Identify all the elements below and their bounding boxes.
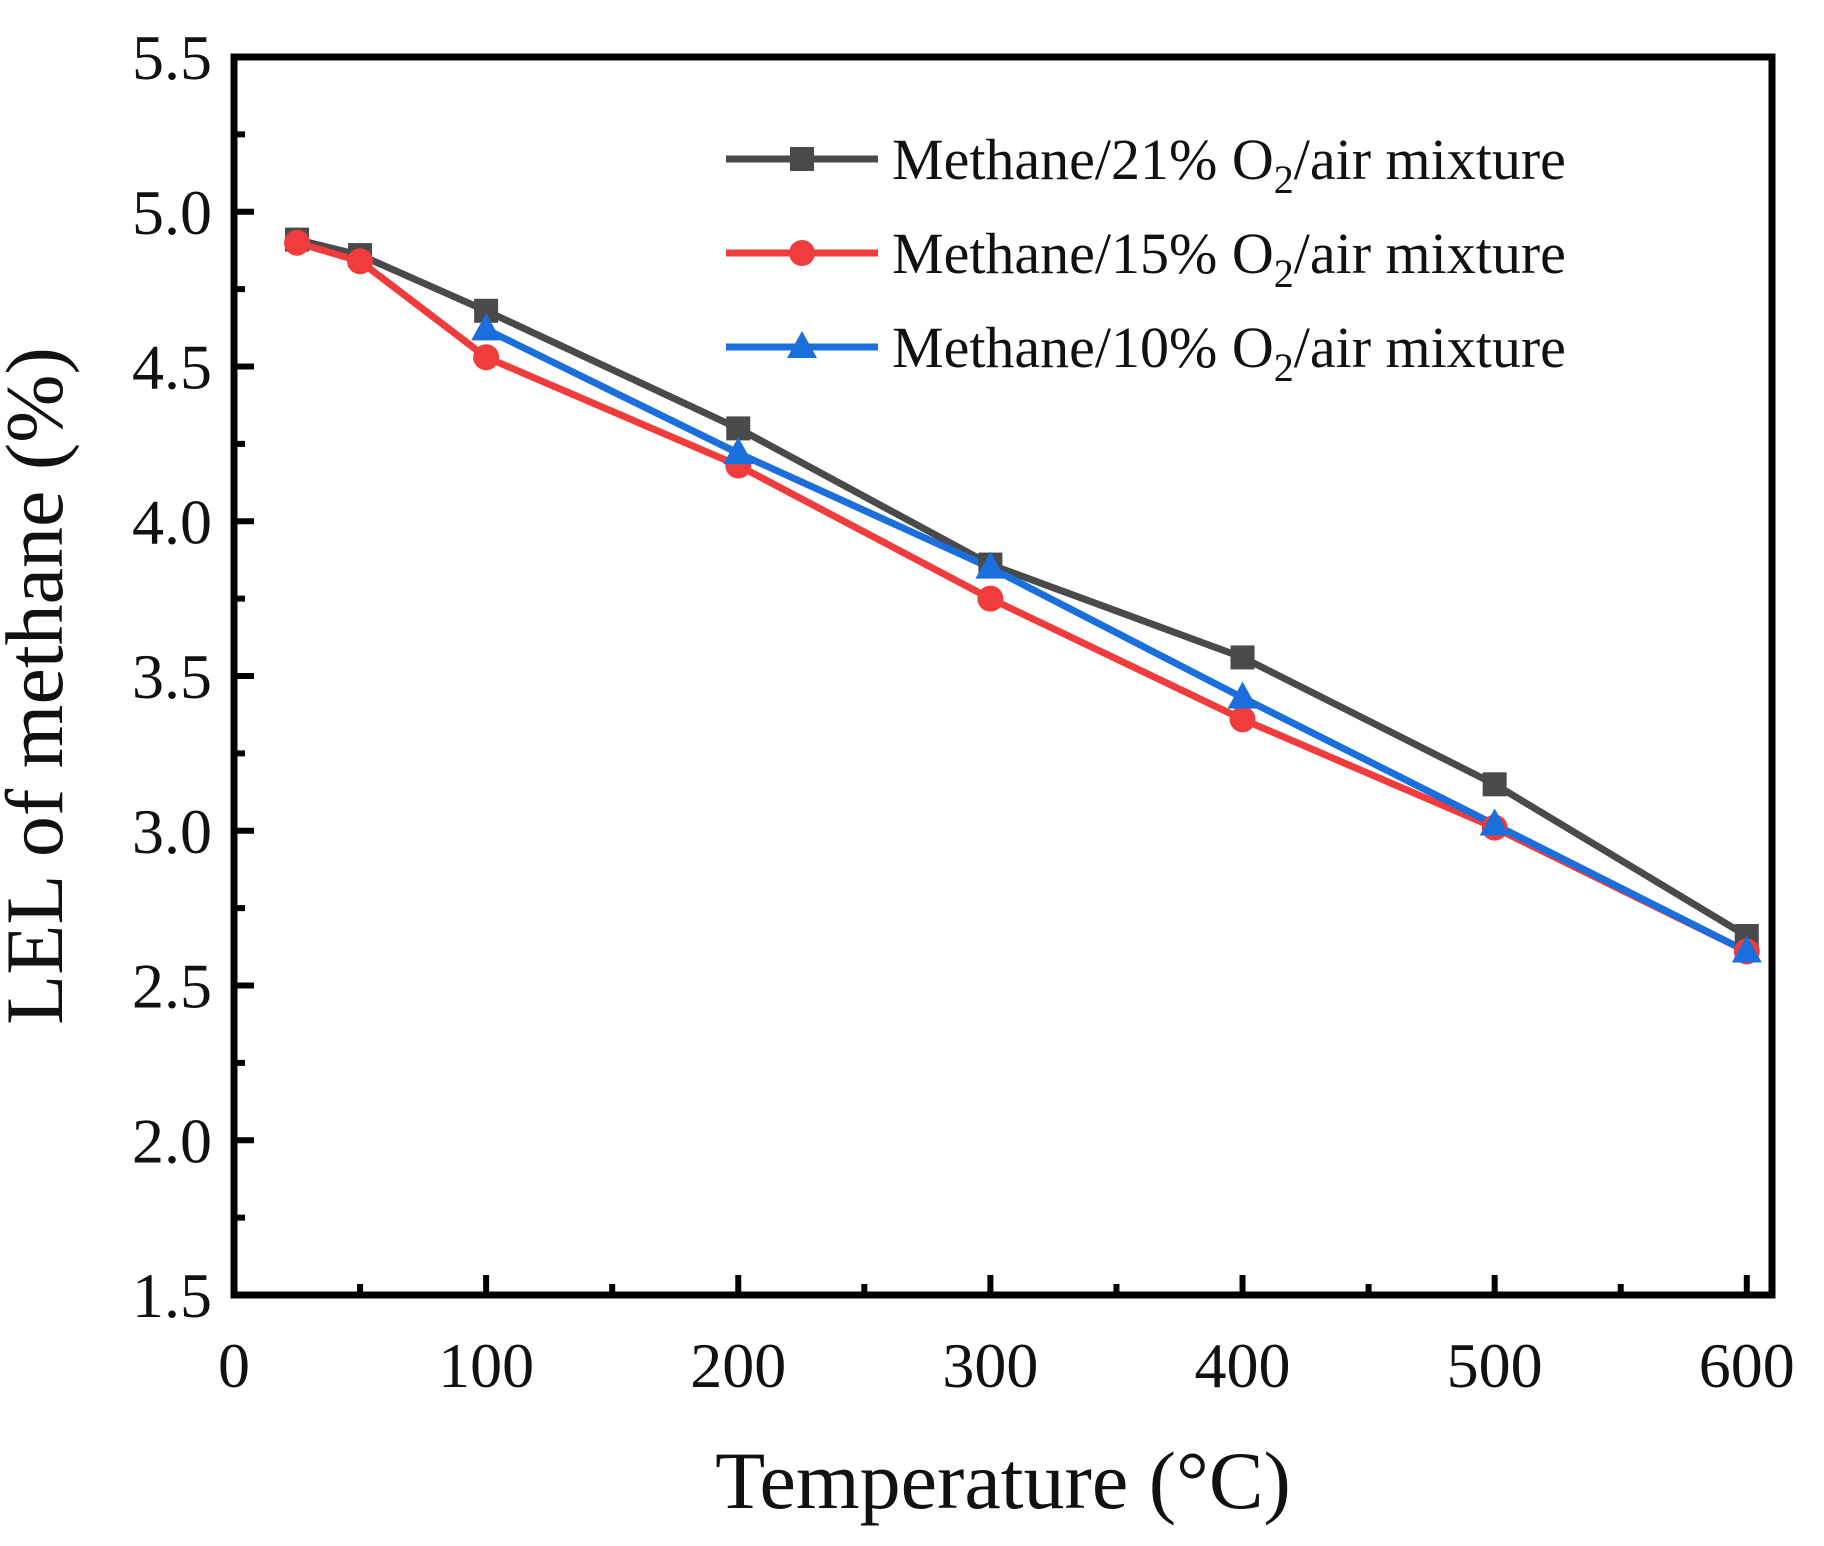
legend-label: Methane/10% O2/air mixture	[892, 315, 1566, 390]
legend-entry-3: Methane/10% O2/air mixture	[726, 315, 1566, 390]
series-1-point	[1230, 645, 1255, 670]
x-tick-label: 500	[1447, 1330, 1543, 1401]
y-tick-label: 5.0	[132, 177, 212, 248]
series-line-2	[296, 239, 1749, 955]
legend-entry-1: Methane/21% O2/air mixture	[726, 127, 1566, 202]
x-tick-label: 400	[1195, 1330, 1291, 1401]
x-tick-label: 200	[690, 1330, 786, 1401]
legend-label-main: Methane/10% O	[892, 315, 1274, 380]
y-tick-label: 1.5	[132, 1260, 212, 1331]
y-tick-label: 3.0	[132, 796, 212, 867]
x-tick-label: 0	[218, 1330, 250, 1401]
series-2-point	[347, 248, 374, 275]
x-tick-label: 300	[942, 1330, 1038, 1401]
legend-label: Methane/21% O2/air mixture	[892, 127, 1566, 202]
series-2-point	[977, 585, 1004, 612]
y-axis-title: LEL of methane (%)	[0, 347, 80, 1025]
y-tick-label: 3.5	[132, 641, 212, 712]
series-3-point	[1731, 935, 1762, 963]
series-markers	[284, 227, 1762, 965]
legend-swatch-marker	[789, 240, 815, 266]
legend-label: Methane/15% O2/air mixture	[892, 221, 1566, 296]
legend-label-suffix: /air mixture	[1294, 127, 1566, 192]
series-3-point	[975, 551, 1006, 579]
series-2-point	[284, 229, 311, 256]
series-3-point	[471, 313, 502, 341]
series-2-point	[1229, 706, 1256, 733]
legend-label-subscript: 2	[1274, 251, 1294, 296]
y-tick-label: 2.5	[132, 951, 212, 1022]
series-3-point	[1479, 808, 1510, 836]
y-tick-label: 2.0	[132, 1105, 212, 1176]
x-axis-title: Temperature (°C)	[715, 1435, 1291, 1526]
series-line-3	[484, 326, 1749, 955]
legend-label-suffix: /air mixture	[1294, 315, 1566, 380]
series-1-point	[726, 416, 751, 441]
legend-swatch-marker	[787, 331, 817, 358]
legend-swatch-marker	[790, 147, 814, 171]
series-3-point	[723, 437, 754, 465]
series-3-point	[1227, 681, 1258, 709]
x-tick-label: 100	[438, 1330, 534, 1401]
legend-label-main: Methane/21% O	[892, 127, 1274, 192]
legend-label-subscript: 2	[1274, 345, 1294, 390]
series-2-point	[473, 344, 500, 371]
series-lines	[296, 236, 1749, 955]
y-tick-label: 4.0	[132, 486, 212, 557]
legend-entry-2: Methane/15% O2/air mixture	[726, 221, 1566, 296]
y-tick-label: 5.5	[132, 22, 212, 93]
series-line-1	[296, 236, 1749, 939]
plot-area-frame	[230, 53, 1776, 1299]
series-1-point	[1482, 772, 1507, 797]
legend-label-suffix: /air mixture	[1294, 221, 1566, 286]
legend-label-main: Methane/15% O	[892, 221, 1274, 286]
tick-labels: 0 100 200 300 400 500 600 1.5 2.0 2.5 3.0 3.5 4.0 4.5…	[132, 22, 1795, 1401]
y-tick-label: 4.5	[132, 332, 212, 403]
x-tick-label: 600	[1699, 1330, 1795, 1401]
legend-label-subscript: 2	[1274, 157, 1294, 202]
